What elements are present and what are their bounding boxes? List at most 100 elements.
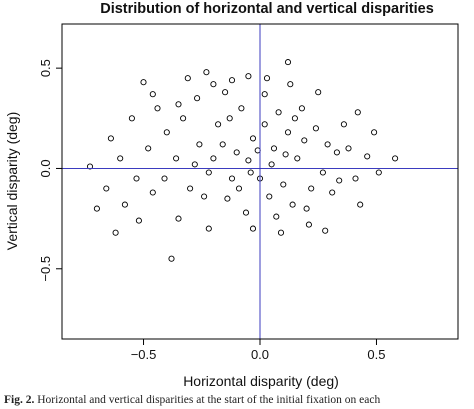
data-point xyxy=(210,155,217,162)
figure-caption: Fig. 2. Horizontal and vertical disparit… xyxy=(4,394,474,409)
data-point xyxy=(228,77,236,84)
data-point xyxy=(263,75,271,82)
data-point xyxy=(324,141,331,148)
data-point xyxy=(268,161,275,168)
data-point xyxy=(375,169,382,176)
data-point xyxy=(266,193,273,200)
data-point xyxy=(291,115,298,122)
data-point xyxy=(205,225,212,232)
x-tick-label: −0.5 xyxy=(131,347,157,362)
x-axis: −0.5 0.0 0.5 xyxy=(131,339,386,362)
y-tick-label: 0.5 xyxy=(38,59,53,77)
data-point xyxy=(322,227,329,234)
data-point xyxy=(180,115,187,122)
data-point xyxy=(128,115,135,122)
data-point xyxy=(117,155,124,162)
data-point xyxy=(329,189,336,196)
chart-title: Distribution of horizontal and vertical … xyxy=(100,1,434,17)
data-point xyxy=(86,163,94,170)
data-point xyxy=(333,149,340,156)
data-point xyxy=(224,195,231,202)
data-point xyxy=(284,59,292,66)
data-point xyxy=(336,177,343,184)
data-point xyxy=(196,141,203,148)
data-point xyxy=(184,75,191,82)
data-point xyxy=(191,161,198,168)
data-point xyxy=(205,169,212,176)
y-tick-label: 0.0 xyxy=(38,159,53,177)
data-point xyxy=(175,215,182,222)
data-point xyxy=(249,225,257,232)
data-point xyxy=(245,157,252,164)
data-point xyxy=(305,221,312,228)
data-point xyxy=(194,95,201,102)
data-point xyxy=(273,213,280,220)
data-point xyxy=(275,109,282,116)
data-point xyxy=(284,129,292,136)
data-point xyxy=(261,91,268,98)
data-point xyxy=(149,189,156,196)
data-point xyxy=(282,151,289,158)
data-point xyxy=(121,201,128,208)
data-point xyxy=(93,205,100,212)
data-point xyxy=(201,193,208,200)
y-axis-label: Vertical disparity (deg) xyxy=(4,112,20,251)
data-point xyxy=(364,153,371,160)
data-point xyxy=(103,185,110,192)
data-point xyxy=(270,145,278,152)
data-point xyxy=(238,105,245,112)
data-point xyxy=(352,175,359,182)
data-point xyxy=(319,169,326,176)
data-point xyxy=(210,81,217,88)
data-point xyxy=(226,115,233,122)
data-point xyxy=(233,149,240,156)
data-point xyxy=(340,121,347,128)
data-point xyxy=(154,105,161,112)
caption-text: Horizontal and vertical disparities at t… xyxy=(37,394,381,406)
x-axis-label: Horizontal disparity (deg) xyxy=(183,373,339,389)
data-point xyxy=(354,109,361,116)
data-point xyxy=(145,145,152,152)
data-point xyxy=(140,79,147,86)
data-point xyxy=(112,229,119,236)
data-point xyxy=(149,91,156,98)
data-point xyxy=(228,175,236,182)
data-point xyxy=(175,101,182,108)
caption-label: Fig. 2. xyxy=(4,394,35,406)
data-point xyxy=(135,217,142,224)
data-point xyxy=(163,129,170,136)
data-point xyxy=(294,155,301,162)
x-tick-label: 0.0 xyxy=(251,347,269,362)
data-point xyxy=(245,73,252,80)
data-point xyxy=(219,141,226,148)
data-point xyxy=(312,125,319,132)
data-point xyxy=(203,69,210,76)
data-point xyxy=(315,89,322,96)
scatter-plot: −0.5 0.0 0.5 −0.5 0.0 0.5 Horizontal dispari… xyxy=(4,23,459,389)
data-point xyxy=(161,175,168,182)
data-point xyxy=(301,137,308,144)
data-point xyxy=(392,155,399,162)
data-point xyxy=(280,181,287,188)
data-point xyxy=(133,175,140,182)
data-point xyxy=(287,81,294,88)
data-point xyxy=(308,185,315,192)
data-point xyxy=(277,229,285,236)
data-point xyxy=(247,169,254,176)
data-point xyxy=(235,185,243,192)
data-point xyxy=(289,201,296,208)
data-point xyxy=(371,129,378,136)
x-tick-label: 0.5 xyxy=(367,347,385,362)
y-axis: −0.5 0.0 0.5 xyxy=(38,59,62,282)
data-point xyxy=(242,209,250,216)
data-point xyxy=(345,145,352,152)
data-point xyxy=(215,121,222,128)
data-point xyxy=(107,135,114,142)
points-layer xyxy=(86,59,399,262)
data-point xyxy=(298,105,305,112)
data-point xyxy=(261,121,268,128)
y-tick-label: −0.5 xyxy=(38,256,53,282)
data-point xyxy=(303,205,310,212)
data-point xyxy=(168,255,175,262)
data-point xyxy=(173,155,180,162)
